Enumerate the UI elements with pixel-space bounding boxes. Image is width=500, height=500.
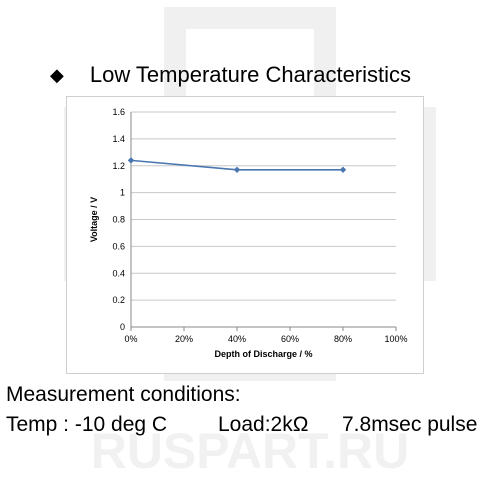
x-axis-label: Depth of Discharge / % [214,349,312,359]
y-tick-label: 1 [120,188,125,198]
load-condition: Load:2kΩ [218,413,309,436]
y-axis-label: Voltage / V [89,197,99,242]
diamond-bullet-icon: ◆ [50,64,64,85]
x-tick-label: 20% [175,334,193,344]
axes [130,112,397,331]
y-tick-label: 1.2 [112,161,125,171]
measurement-conditions: Measurement conditions: Temp : -10 deg C… [6,380,477,440]
y-tick-label: 1.6 [112,107,125,117]
data-point [233,166,241,173]
series [127,157,347,173]
temperature-condition: Temp : -10 deg C [6,413,168,436]
y-tick-labels: 0 0.2 0.4 0.6 0.8 1 1.2 1.4 1.6 [112,107,125,332]
x-tick-labels: 0% 20% 40% 60% 80% 100% [124,334,407,344]
data-point [127,157,135,164]
y-tick-label: 0.6 [112,241,125,251]
y-tick-label: 0 [120,322,125,332]
x-tick-label: 60% [281,334,299,344]
y-tick-label: 0.8 [112,215,125,225]
conditions-label: Measurement conditions: [6,383,241,406]
x-tick-label: 40% [228,334,246,344]
pulse-condition: 7.8msec pulse [342,413,478,436]
chart-title: Low Temperature Characteristics [89,62,412,87]
grid-lines [131,111,396,301]
x-tick-label: 100% [384,334,407,344]
chart-frame [66,96,424,374]
x-tick-label: 0% [124,334,137,344]
y-tick-label: 0.4 [112,268,125,278]
x-tick-label: 80% [334,334,352,344]
data-point [339,166,347,173]
y-tick-label: 1.4 [112,134,125,144]
chart-heading: ◆ Low Temperature Characteristics [50,62,411,88]
watermark-text: RUSPART.RU [91,423,410,479]
y-tick-label: 0.2 [112,295,125,305]
line-chart: 0 0.2 0.4 0.6 0.8 1 1.2 1.4 1.6 0% 20% 40% 60% 80% 10… [89,107,408,359]
